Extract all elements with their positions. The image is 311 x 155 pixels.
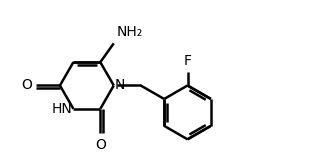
Text: F: F <box>183 54 192 68</box>
Text: N: N <box>115 78 126 93</box>
Text: O: O <box>21 78 32 93</box>
Text: O: O <box>95 138 106 152</box>
Text: HN: HN <box>51 102 72 116</box>
Text: NH₂: NH₂ <box>116 25 143 39</box>
